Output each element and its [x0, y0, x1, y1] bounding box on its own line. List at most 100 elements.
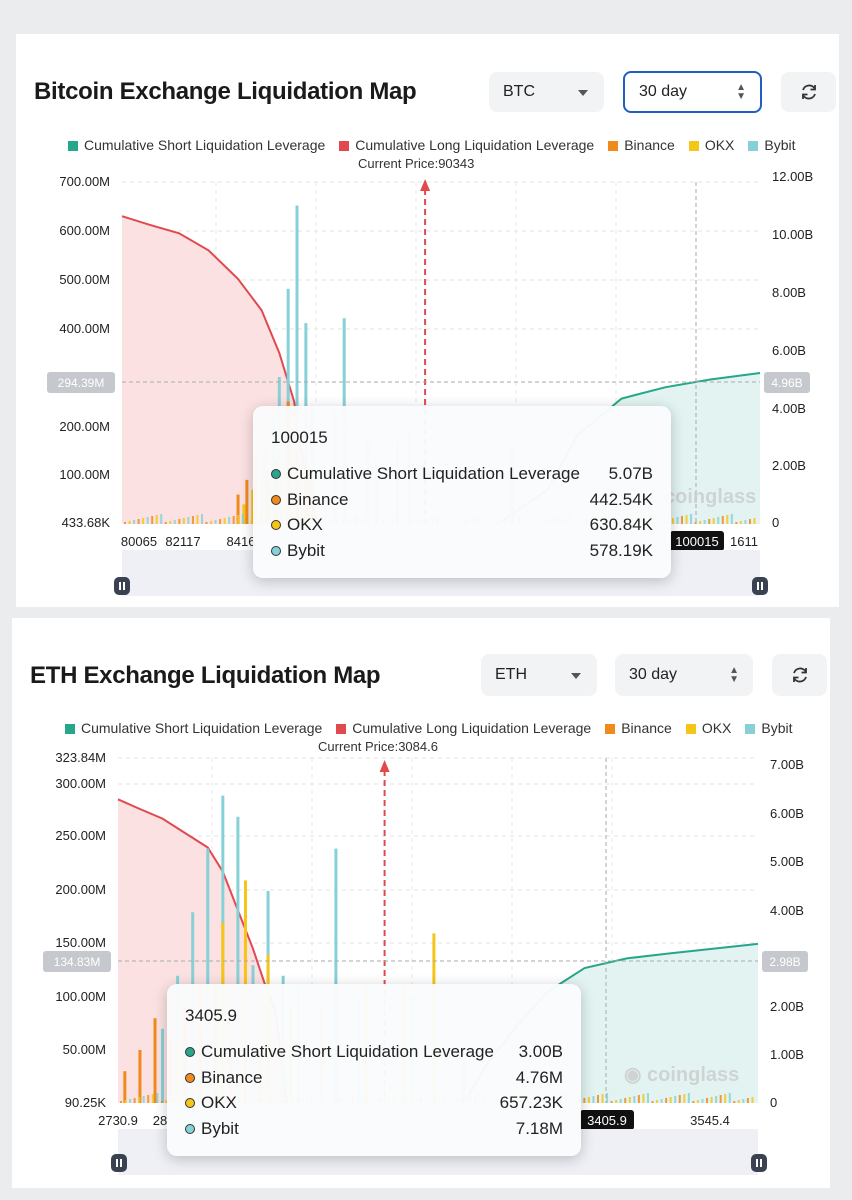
x-axis-tick: 2730.9 — [98, 1113, 138, 1128]
small-bar — [721, 516, 724, 524]
btc-tooltip-row-binance: Binance 442.54K — [271, 488, 653, 512]
small-bar — [124, 1100, 127, 1103]
small-bar — [606, 1093, 609, 1103]
binance-bar — [236, 494, 240, 524]
btc-range-handle-right[interactable] — [752, 577, 768, 595]
crosshair-right-tag: 4.96B — [771, 376, 802, 390]
right-axis-tick: 0 — [772, 515, 779, 530]
eth-range-handle-left[interactable] — [111, 1154, 127, 1172]
btc-liquidation-panel: Bitcoin Exchange Liquidation Map BTC 30 … — [16, 34, 839, 607]
btc-period-select[interactable]: 30 day ▲ ▼ — [623, 71, 762, 113]
small-bar — [708, 519, 711, 524]
legend-swatch-okx — [688, 141, 699, 151]
legend-binance[interactable]: Binance — [605, 720, 672, 736]
legend-short[interactable]: Cumulative Short Liquidation Leverage — [68, 137, 325, 153]
legend-swatch-binance — [608, 141, 619, 151]
small-bar — [210, 521, 213, 524]
legend-okx[interactable]: OKX — [688, 137, 735, 153]
right-axis-tick: 4.00B — [772, 401, 806, 416]
eth-tooltip-row-binance: Binance 4.76M — [185, 1066, 563, 1090]
small-bar — [165, 1100, 168, 1103]
tooltip-value: 4.76M — [515, 1068, 563, 1087]
crosshair-x-tag: 3405.9 — [587, 1113, 627, 1128]
small-bar — [696, 1100, 699, 1103]
legend-bybit[interactable]: Bybit — [745, 720, 793, 736]
left-axis-tick: 50.00M — [63, 1042, 106, 1057]
small-bar — [173, 520, 176, 524]
small-bar — [753, 518, 756, 524]
small-bar — [692, 1101, 695, 1103]
tooltip-label: Binance — [287, 490, 349, 509]
crosshair-x-tag: 100015 — [675, 534, 718, 549]
btc-range-handle-left[interactable] — [114, 577, 130, 595]
small-bar — [687, 1093, 690, 1103]
coinglass-logo-icon: ◉ — [624, 1064, 648, 1086]
small-bar — [737, 1100, 740, 1103]
eth-refresh-button[interactable] — [772, 654, 827, 696]
legend-label-bybit: Bybit — [761, 720, 793, 736]
up-down-arrows-icon: ▲ ▼ — [736, 82, 746, 102]
bybit-bar — [295, 205, 299, 524]
btc-coin-select[interactable]: BTC — [489, 72, 604, 112]
legend-label-bybit: Bybit — [764, 137, 796, 153]
small-bar — [219, 519, 222, 524]
tooltip-value: 3.00B — [518, 1042, 563, 1061]
legend-short[interactable]: Cumulative Short Liquidation Leverage — [65, 720, 322, 736]
legend-swatch-short — [65, 724, 75, 734]
small-bar — [592, 1096, 595, 1103]
legend-swatch-short — [68, 141, 78, 151]
x-axis-tick: 8416 — [227, 534, 256, 549]
legend-long[interactable]: Cumulative Long Liquidation Leverage — [339, 137, 594, 153]
legend-label-okx: OKX — [704, 137, 735, 153]
crosshair-right-tag: 2.98B — [769, 955, 800, 969]
small-bar — [715, 1096, 718, 1103]
eth-period-select[interactable]: 30 day ▲ ▼ — [615, 654, 753, 696]
legend-binance[interactable]: Binance — [608, 137, 675, 153]
legend-label-short: Cumulative Short Liquidation Leverage — [84, 137, 326, 153]
small-bar — [228, 517, 231, 524]
small-bar — [642, 1094, 645, 1103]
eth-liquidation-panel: ETH Exchange Liquidation Map ETH 30 day … — [12, 618, 830, 1188]
crosshair-left-tag: 134.83M — [54, 955, 101, 969]
eth-tooltip-row-bybit: Bybit 7.18M — [185, 1117, 563, 1141]
small-bar — [120, 1101, 122, 1103]
x-axis-tick: 28 — [153, 1113, 167, 1128]
right-axis-tick: 0 — [770, 1095, 777, 1110]
bybit-dot-icon — [185, 1124, 195, 1134]
x-axis-tick: 1611 — [730, 534, 758, 549]
okx-dot-icon — [185, 1098, 195, 1108]
legend-label-long: Cumulative Long Liquidation Leverage — [355, 137, 595, 153]
small-bar — [724, 1094, 727, 1103]
small-bar — [674, 1096, 677, 1103]
small-bar — [147, 1095, 150, 1103]
left-axis-tick: 600.00M — [59, 223, 110, 238]
right-axis-tick: 2.00B — [772, 458, 806, 473]
small-bar — [146, 517, 149, 524]
legend-okx[interactable]: OKX — [685, 720, 731, 736]
legend-long[interactable]: Cumulative Long Liquidation Leverage — [336, 720, 591, 736]
small-bar — [583, 1098, 586, 1103]
small-bar — [187, 517, 190, 524]
eth-range-handle-right[interactable] — [751, 1154, 767, 1172]
tooltip-value: 442.54K — [589, 490, 653, 509]
btc-refresh-button[interactable] — [781, 72, 836, 112]
binance-bar — [123, 1071, 127, 1103]
refresh-icon — [801, 84, 816, 100]
small-bar — [151, 1094, 154, 1103]
btc-tooltip: 100015 Cumulative Short Liquidation Leve… — [253, 406, 671, 578]
small-bar — [182, 518, 185, 524]
left-axis-tick: 90.25K — [65, 1095, 107, 1110]
legend-bybit[interactable]: Bybit — [748, 137, 796, 153]
eth-coin-select[interactable]: ETH — [481, 654, 597, 696]
crosshair-x-tag-bg — [580, 1110, 634, 1130]
left-axis-tick: 700.00M — [59, 174, 110, 189]
small-bar — [694, 522, 697, 524]
small-bar — [160, 1101, 163, 1103]
small-bar — [241, 514, 244, 524]
eth-period-select-value: 30 day — [629, 666, 678, 683]
bybit-bar — [334, 848, 338, 1103]
small-bar — [717, 517, 720, 524]
tooltip-value: 630.84K — [589, 515, 653, 534]
small-bar — [178, 519, 181, 524]
small-bar — [746, 1098, 749, 1103]
